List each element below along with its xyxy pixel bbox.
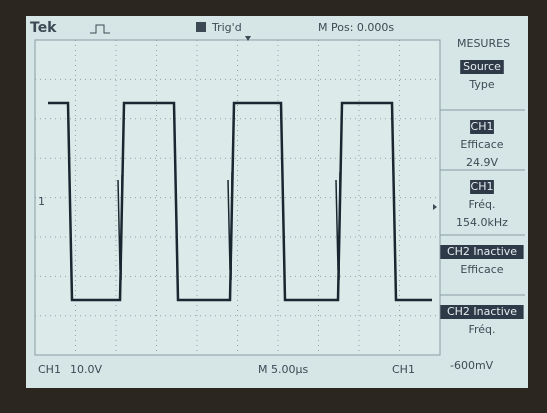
menu-sub: Efficace xyxy=(460,138,503,151)
footer-trigger-source: CH1 xyxy=(392,363,415,376)
menu-label: CH2 Inactive xyxy=(447,305,517,318)
menu-label: Source xyxy=(463,60,501,73)
menu-label: CH2 Inactive xyxy=(447,245,517,258)
menu-sub: Efficace xyxy=(460,263,503,276)
position: M Pos: 0.000s xyxy=(318,21,394,34)
brand: Tek xyxy=(30,20,57,36)
trigger-status: Trig'd xyxy=(211,21,242,34)
footer-channel: CH1 xyxy=(38,363,61,376)
menu-sub: Type xyxy=(468,78,494,91)
menu-title: MESURES xyxy=(457,37,510,50)
menu-label: CH1 xyxy=(471,180,494,193)
oscilloscope-photo: Tek Trig'd M Pos: 0.000s MESURES 1 Sourc… xyxy=(0,0,547,409)
menu-label: CH1 xyxy=(471,120,494,133)
menu-sub: Fréq. xyxy=(468,198,495,211)
menu-sub: Fréq. xyxy=(468,323,495,336)
menu-value: 154.0kHz xyxy=(456,216,508,229)
footer-trigger-level: -600mV xyxy=(450,359,494,372)
channel-marker: 1 xyxy=(38,195,45,208)
run-icon xyxy=(196,22,206,32)
footer-timebase: M 5.00µs xyxy=(258,363,308,376)
menu-value: 24.9V xyxy=(466,156,498,169)
footer-scale: 10.0V xyxy=(70,363,102,376)
